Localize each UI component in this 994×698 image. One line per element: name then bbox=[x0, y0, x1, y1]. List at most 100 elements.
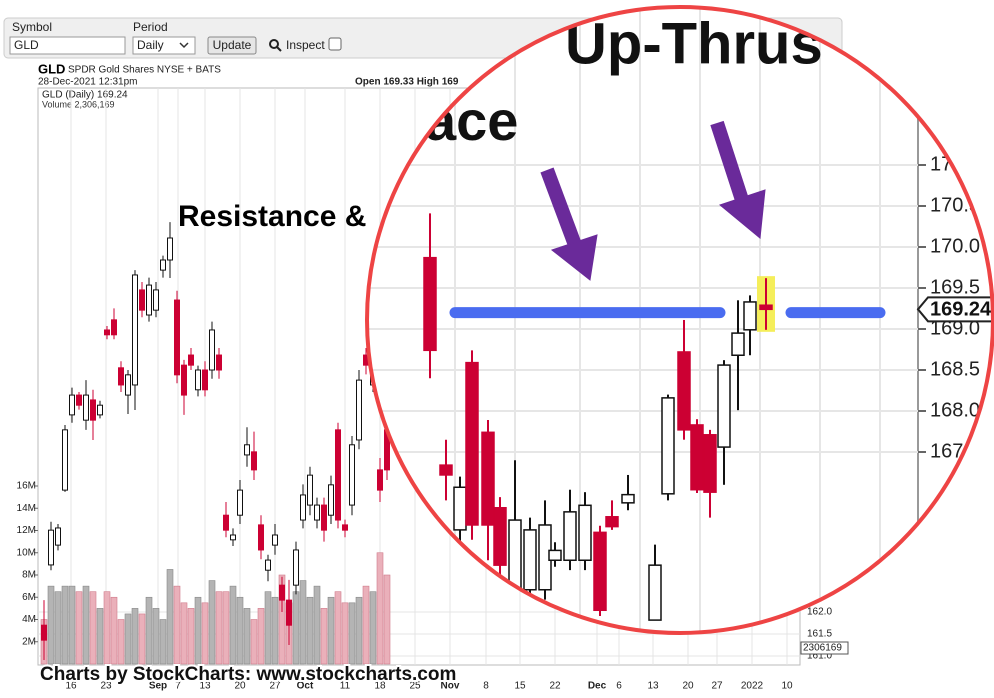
candle-body bbox=[335, 429, 341, 521]
x-tick-label: 20 bbox=[682, 681, 694, 692]
candle-body bbox=[759, 304, 773, 311]
candle-body bbox=[307, 474, 313, 506]
candle-body bbox=[139, 289, 145, 311]
candle-body bbox=[621, 493, 635, 504]
candle-body bbox=[251, 451, 257, 471]
candle-body bbox=[258, 524, 264, 551]
y-tick-label: 162.0 bbox=[807, 607, 832, 618]
candle-body bbox=[300, 494, 306, 521]
inspect-label: Inspect bbox=[286, 38, 325, 52]
candle-body bbox=[265, 559, 271, 571]
volume-bar bbox=[54, 591, 62, 665]
volume-tick-label: 12M bbox=[17, 525, 36, 536]
x-tick-label: 6 bbox=[616, 681, 622, 692]
update-button[interactable] bbox=[207, 36, 257, 55]
x-tick-label: Dec bbox=[588, 681, 607, 692]
volume-bar bbox=[292, 591, 300, 665]
candle-body bbox=[209, 329, 215, 371]
candle-body bbox=[481, 431, 495, 526]
volume-bar bbox=[313, 585, 321, 665]
arrow bbox=[710, 120, 749, 203]
candle-body bbox=[578, 504, 592, 561]
x-tick-label: 2022 bbox=[741, 681, 764, 692]
period-select[interactable] bbox=[132, 36, 196, 55]
x-tick-label: 13 bbox=[199, 681, 211, 692]
volume-bar bbox=[117, 619, 125, 665]
symbol-label: Symbol bbox=[12, 20, 52, 34]
candle-body bbox=[83, 394, 89, 421]
volume-bar bbox=[348, 602, 356, 665]
volume-bar bbox=[103, 591, 111, 665]
candle-body bbox=[90, 399, 96, 421]
last-price: 169.24 bbox=[930, 299, 992, 321]
candle-body bbox=[230, 534, 236, 541]
volume-bar bbox=[180, 602, 188, 665]
axes: 16 23 Sep 7 13 20 27 Oct 11 18 25 Nov 8 15 22 Dec 6 13 20 2… bbox=[17, 481, 849, 692]
volume-bar bbox=[306, 596, 314, 665]
volume-bar bbox=[68, 585, 76, 665]
candle-body bbox=[523, 529, 537, 591]
y-tick-label: 161.5 bbox=[807, 629, 832, 640]
volume-bar bbox=[208, 580, 216, 665]
candle-body bbox=[328, 484, 334, 516]
last-volume-box bbox=[800, 641, 849, 655]
volume-bar bbox=[61, 585, 69, 665]
x-tick-label: Nov bbox=[441, 681, 460, 692]
candle-body bbox=[286, 599, 292, 626]
magnifier-border bbox=[365, 5, 994, 635]
volume-bar bbox=[222, 591, 230, 665]
candles: 171.0170.5170.0169.5169.0168.5168.0167.5… bbox=[423, 153, 993, 621]
candle-body bbox=[244, 444, 250, 456]
candle-body bbox=[76, 394, 82, 406]
candle-body bbox=[439, 464, 453, 476]
x-tick-label: 22 bbox=[549, 681, 561, 692]
candle-body bbox=[690, 424, 704, 491]
candle-body bbox=[237, 489, 243, 516]
candle-body bbox=[69, 394, 75, 416]
candle-body bbox=[423, 256, 437, 352]
candle-body bbox=[563, 511, 577, 561]
volume-bar bbox=[89, 591, 97, 665]
x-tick-label: Oct bbox=[297, 681, 314, 692]
x-tick-label: 13 bbox=[647, 681, 659, 692]
inspect-checkbox[interactable] bbox=[328, 37, 342, 51]
volume-bar bbox=[145, 596, 153, 665]
volume-bar bbox=[131, 608, 139, 665]
candle-body bbox=[508, 519, 522, 591]
arrow-head bbox=[718, 189, 766, 239]
annotation: Resistance & bbox=[178, 200, 366, 233]
candle-body bbox=[41, 624, 47, 641]
legend-price: GLD (Daily) 169.24 bbox=[42, 90, 128, 101]
candle-body bbox=[216, 354, 222, 371]
candle-body bbox=[195, 369, 201, 391]
magnifier-content: 171.0170.5170.0169.5169.0168.5168.0167.5… bbox=[367, 7, 993, 633]
arrow bbox=[540, 167, 582, 248]
dropdown-arrow bbox=[179, 42, 189, 49]
volume-bar bbox=[82, 585, 90, 665]
volume-bar bbox=[96, 608, 104, 665]
candle-body bbox=[125, 374, 131, 396]
volume-bar bbox=[369, 591, 377, 665]
candle-body bbox=[132, 274, 138, 386]
symbol-input[interactable] bbox=[9, 36, 126, 55]
volume-bar bbox=[250, 619, 258, 665]
y-tick-label: 169.5 bbox=[930, 276, 980, 298]
volume-bar bbox=[159, 619, 167, 665]
candle-body bbox=[167, 237, 173, 261]
candle-body bbox=[279, 584, 285, 601]
volume-tick-label: 6M bbox=[22, 592, 36, 603]
candle-body bbox=[55, 527, 61, 546]
volume-bar bbox=[236, 596, 244, 665]
volume-bar bbox=[320, 608, 328, 665]
candle-body bbox=[605, 516, 619, 528]
volume-tick-label: 8M bbox=[22, 570, 36, 581]
candle-body bbox=[493, 507, 507, 566]
y-tick-label: 161.0 bbox=[807, 651, 832, 662]
y-tick-label: 168.5 bbox=[930, 358, 980, 380]
candle-body bbox=[174, 299, 180, 376]
candle-body bbox=[272, 534, 278, 546]
volume-bar bbox=[173, 585, 181, 665]
period-label: Period bbox=[133, 20, 168, 34]
candle-body bbox=[160, 259, 166, 271]
